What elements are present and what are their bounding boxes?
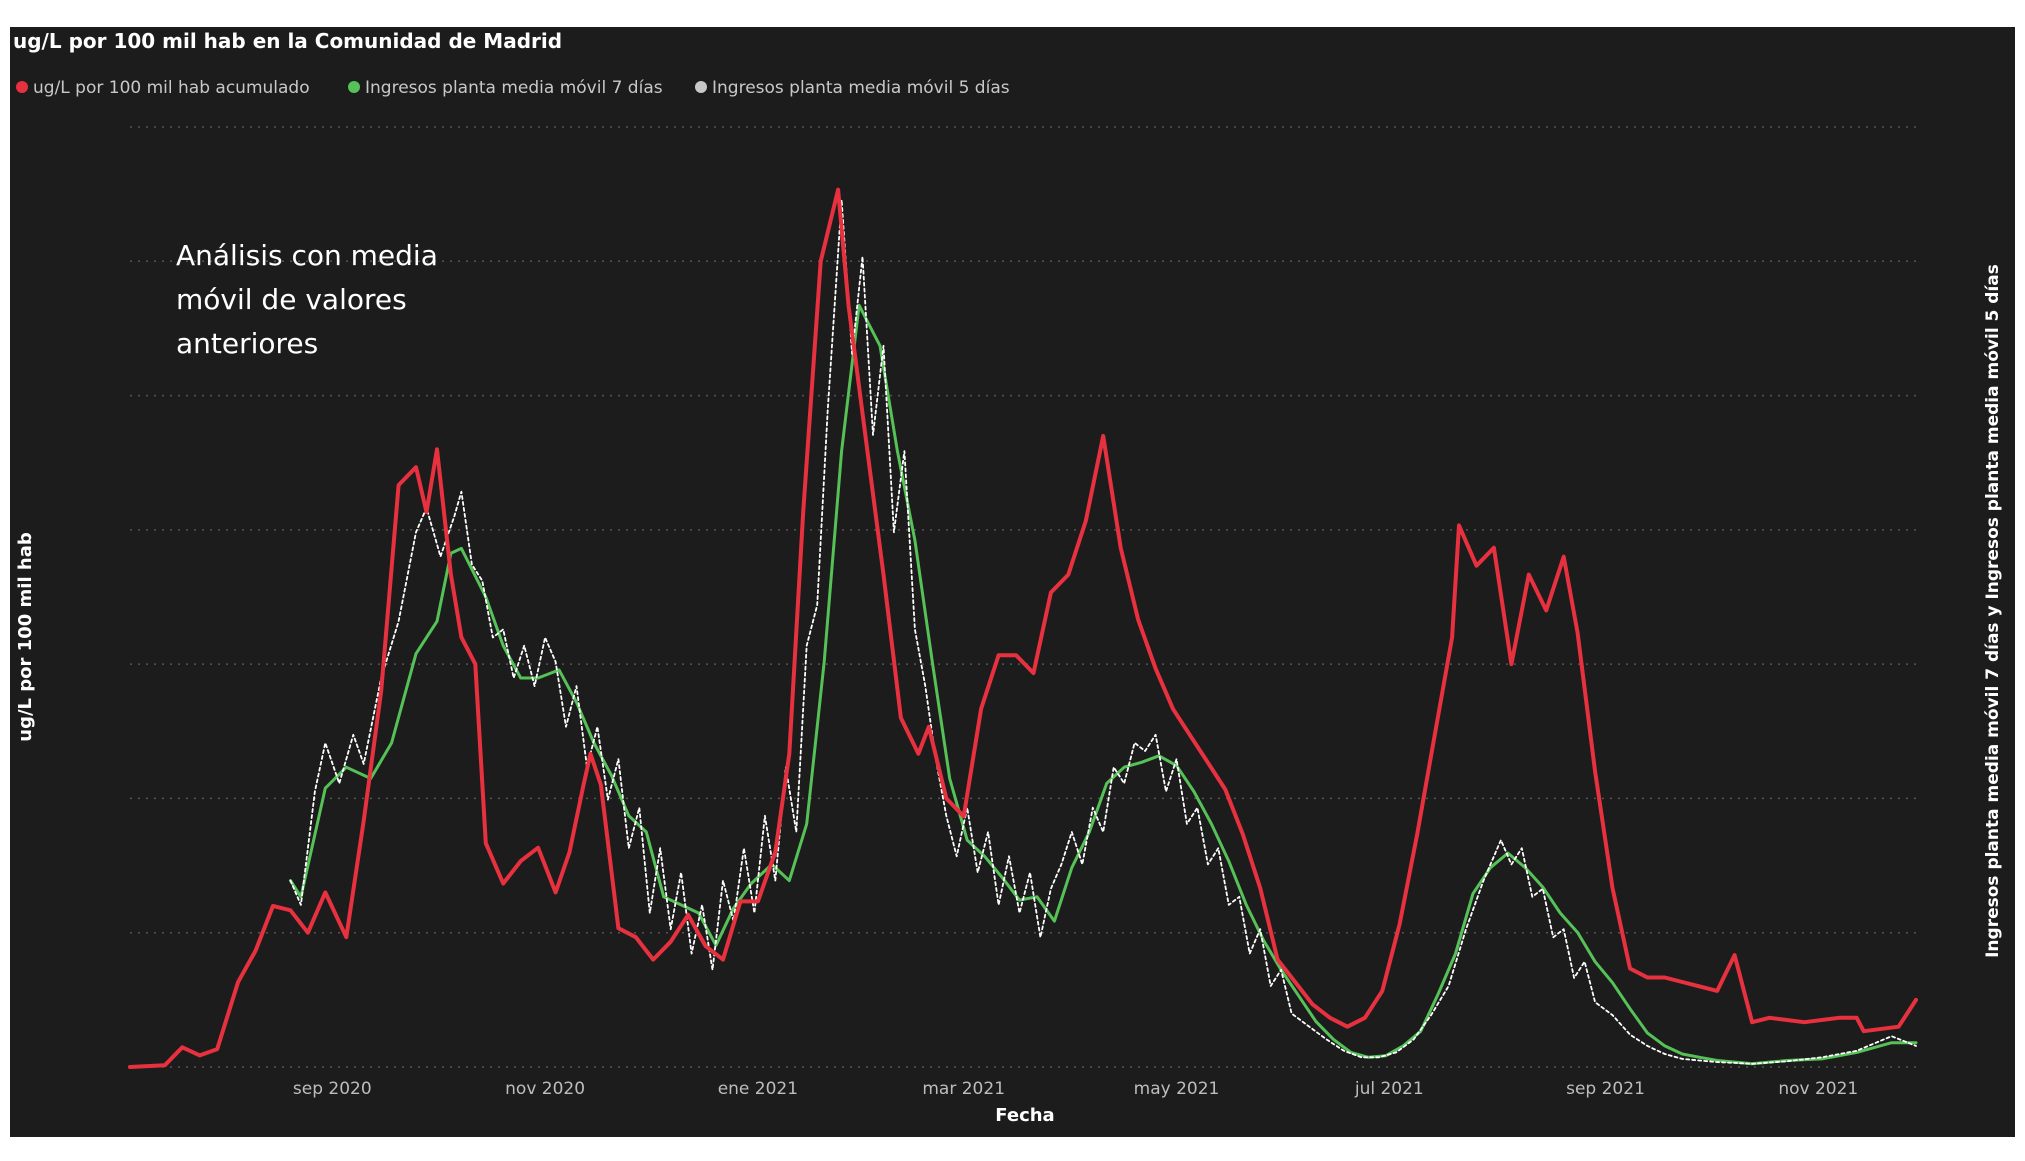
legend: ug/L por 100 mil hab acumulado Ingresos … [16, 78, 1010, 98]
x-tick-label: ene 2021 [718, 1079, 798, 1099]
x-tick-label: mar 2021 [922, 1079, 1005, 1099]
series-line-green [289, 303, 1918, 1066]
x-tick-label: may 2021 [1134, 1079, 1220, 1099]
legend-label: Ingresos planta media móvil 7 días [365, 78, 663, 98]
y2-axis-title: Ingresos planta media móvil 7 días y Ing… [1983, 264, 2003, 958]
plot-area [128, 187, 1918, 1069]
series-line-red [128, 187, 1918, 1069]
legend-item[interactable]: Ingresos planta media móvil 7 días [348, 78, 663, 98]
legend-label: Ingresos planta media móvil 5 días [712, 78, 1010, 98]
legend-label: ug/L por 100 mil hab acumulado [33, 78, 310, 98]
chart-title: ug/L por 100 mil hab en la Comunidad de … [13, 29, 562, 53]
x-axis-title: Fecha [995, 1105, 1054, 1126]
series-line-white [289, 199, 1917, 1065]
y-axis-title: ug/L por 100 mil hab [15, 532, 36, 742]
x-tick-label: jul 2021 [1354, 1079, 1424, 1099]
chart-panel: ug/L por 100 mil hab en la Comunidad de … [10, 27, 2015, 1137]
x-axis-ticks: sep 2020 nov 2020 ene 2021 mar 2021 may 2021… [293, 1079, 1858, 1099]
chart-annotation: Análisis con media móvil de valores anteri… [176, 239, 438, 360]
legend-item[interactable]: ug/L por 100 mil hab acumulado [16, 78, 310, 98]
chart-svg: ug/L por 100 mil hab en la Comunidad de … [13, 29, 2003, 1126]
x-tick-label: sep 2020 [293, 1079, 372, 1099]
x-tick-label: nov 2021 [1778, 1079, 1858, 1099]
legend-item[interactable]: Ingresos planta media móvil 5 días [695, 78, 1010, 98]
legend-marker-green [348, 81, 360, 93]
x-tick-label: nov 2020 [505, 1079, 585, 1099]
legend-marker-white [695, 81, 707, 93]
x-tick-label: sep 2021 [1566, 1079, 1645, 1099]
legend-marker-red [16, 81, 28, 93]
